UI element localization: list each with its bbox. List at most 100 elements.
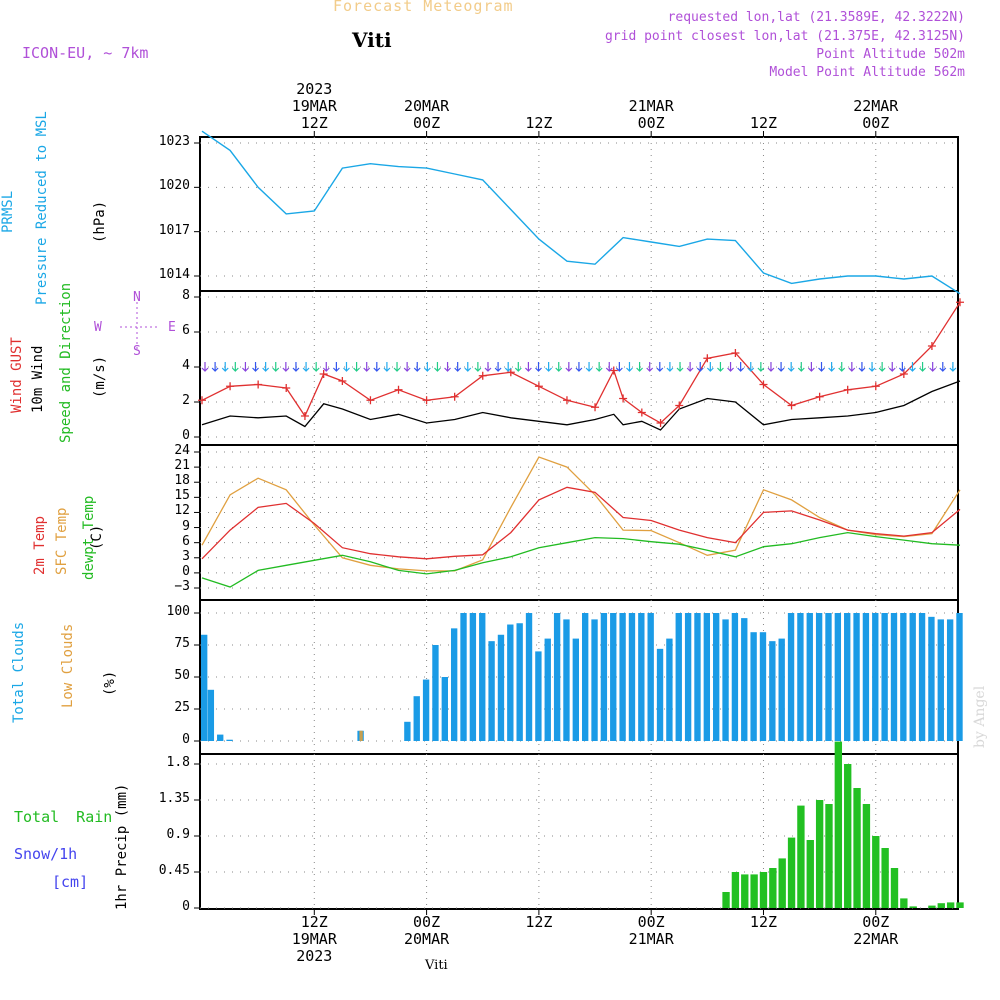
total-cloud-bar-48 [647, 613, 654, 741]
wind-arrow-11 [312, 362, 320, 372]
wind-arrow-52 [727, 362, 734, 372]
wind-arrow-39 [595, 362, 603, 372]
top-time-label-0-1: 19MAR [291, 97, 337, 115]
total-cloud-bar-57 [731, 613, 739, 741]
ytick-label-1-1: 2 [182, 393, 190, 408]
bottom-time-label-1-1: 20MAR [404, 930, 450, 948]
total-cloud-bar-27 [450, 628, 458, 741]
model-label: ICON-EU, ~ 7km [22, 44, 149, 62]
pressure-line [201, 130, 961, 295]
wind-arrow-55 [757, 362, 765, 372]
ytick-label-1-2: 4 [182, 358, 190, 373]
rain-bar-10 [815, 800, 824, 908]
grid-coords: grid point closest lon,lat (21.375E, 42.… [604, 29, 965, 44]
ytick-label-1-4: 8 [182, 288, 190, 303]
rain-bar-20 [909, 906, 917, 908]
wind-arrow-18 [383, 362, 391, 372]
ytick-label-1-3: 6 [182, 323, 190, 338]
wind-arrow-25 [454, 362, 462, 372]
total-cloud-bar-50 [666, 638, 673, 741]
rain-bar-11 [825, 804, 833, 908]
bottom-time-label-5-1: 22MAR [853, 930, 899, 948]
compass-cross [120, 302, 160, 352]
chart-subtitle: Forecast Meteogram [333, 0, 514, 15]
compass-n: N [133, 290, 141, 305]
wind-arrow-15 [353, 362, 361, 372]
label-precip-axis: 1hr Precip (mm) [114, 783, 130, 910]
gust-marker-9 [422, 396, 431, 405]
rain-bar-25 [956, 902, 964, 908]
gust-marker-2 [254, 380, 263, 389]
total-cloud-bar-59 [750, 632, 757, 741]
total-cloud-bar-37 [544, 638, 551, 741]
total-cloud-bar-30 [479, 613, 486, 741]
bottom-time-label-3-1: 21MAR [628, 930, 674, 948]
gust-marker-16 [609, 366, 618, 375]
wind-arrow-63 [838, 362, 846, 372]
total-cloud-bar-61 [769, 641, 776, 741]
wind-arrow-26 [464, 362, 472, 372]
wind-arrow-47 [676, 362, 684, 372]
wind-arrow-23 [434, 362, 441, 372]
gust-marker-12 [506, 368, 515, 377]
ytick-label-2-2: 3 [182, 548, 190, 564]
label-speed-direction: Speed and Direction [58, 282, 74, 443]
ytick-label-3-2: 50 [174, 668, 190, 683]
wind-arrow-33 [535, 362, 542, 372]
total-cloud-bar-68 [834, 613, 842, 741]
signature: by Angel [972, 685, 988, 748]
top-time-label-5-1: 00Z [862, 114, 890, 132]
wind-arrow-10 [302, 362, 310, 372]
wind-arrow-17 [373, 362, 381, 372]
wind-arrow-20 [403, 362, 411, 372]
rain-bar-18 [890, 868, 899, 908]
wind-arrow-3 [231, 362, 239, 372]
rain-bar-2 [741, 874, 749, 908]
rain-bar-8 [797, 805, 805, 908]
rain-bar-3 [750, 874, 758, 908]
wind-arrow-30 [504, 362, 512, 372]
total-cloud-bar-22 [404, 721, 411, 741]
total-cloud-bar-55 [713, 613, 720, 741]
rain-bar-0 [722, 892, 730, 908]
wind-arrow-29 [494, 362, 502, 372]
ytick-label-0-2: 1020 [158, 178, 190, 194]
total-cloud-bar-78 [928, 616, 935, 741]
ytick-label-2-0: −3 [174, 579, 190, 594]
wind-arrow-21 [413, 362, 421, 372]
gust-marker-18 [637, 408, 646, 417]
total-cloud-bar-23 [413, 696, 420, 741]
rain-bar-12 [834, 741, 843, 908]
rain-bar-19 [900, 898, 908, 908]
gust-marker-30 [956, 298, 964, 307]
wind-arrow-71 [919, 362, 926, 372]
label-wind-gust: Wind GUST [9, 337, 25, 413]
wind-arrow-56 [767, 362, 775, 372]
gust-marker-5 [319, 370, 328, 378]
temp2m-line [201, 486, 961, 560]
footer-location: Viti [425, 958, 448, 973]
total-cloud-bar-66 [815, 613, 823, 741]
wind-arrow-36 [565, 362, 573, 372]
wind-arrow-46 [666, 362, 674, 372]
total-cloud-bar-1 [207, 689, 215, 741]
total-cloud-bar-46 [628, 613, 636, 741]
wind-arrow-22 [423, 362, 431, 372]
rain-bar-14 [853, 788, 861, 908]
top-time-label-3-0: 21MAR [628, 97, 674, 115]
wind-arrow-58 [787, 362, 795, 372]
wind-arrow-31 [514, 362, 522, 372]
rain-bar-4 [759, 872, 768, 908]
gust-marker-3 [282, 384, 291, 392]
label-pressure-desc: Pressure Reduced to MSL [34, 111, 50, 305]
wind-arrow-42 [626, 362, 633, 372]
bottom-time-label-2-0: 12Z [525, 913, 553, 931]
gust-marker-4 [300, 412, 309, 420]
wind-arrow-69 [898, 362, 906, 372]
wind-arrow-68 [888, 362, 896, 372]
total-cloud-bar-41 [582, 613, 589, 741]
total-cloud-bar-32 [497, 634, 505, 741]
rain-bar-16 [872, 836, 880, 908]
ytick-label-3-4: 100 [166, 604, 190, 619]
